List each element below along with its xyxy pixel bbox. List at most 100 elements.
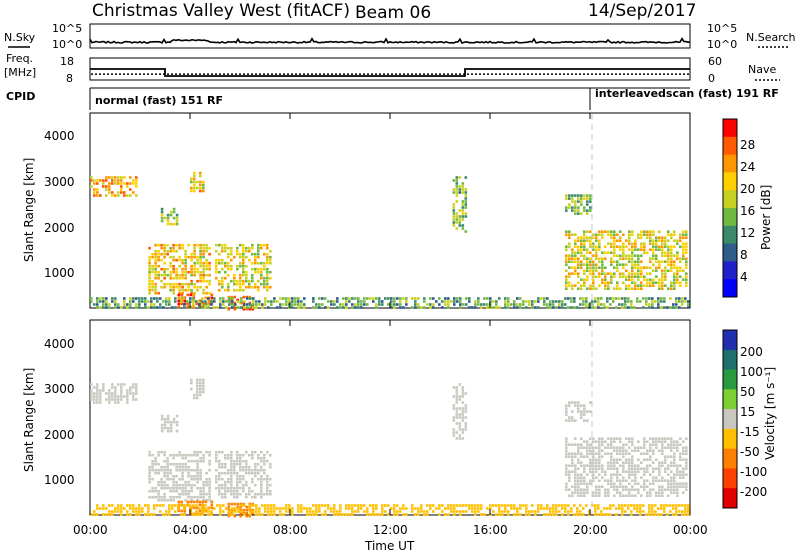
scatter-cell xyxy=(583,254,586,257)
scatter-cell xyxy=(239,486,242,490)
scatter-cell xyxy=(242,252,245,256)
scatter-cell xyxy=(622,461,625,464)
scatter-cell xyxy=(202,243,205,247)
scatter-cell xyxy=(598,245,601,248)
scatter-cell xyxy=(154,471,157,475)
scatter-cell xyxy=(649,284,652,287)
scatter-cell xyxy=(242,243,245,247)
scatter-cell xyxy=(288,297,291,300)
scatter-cell xyxy=(239,453,242,457)
scatter-cell xyxy=(664,272,667,275)
scatter-cell xyxy=(462,510,465,513)
scatter-cell xyxy=(676,281,679,284)
scatter-cell xyxy=(148,495,151,499)
scatter-cell xyxy=(565,467,568,470)
scatter-cell xyxy=(640,248,643,251)
scatter-cell xyxy=(199,486,202,490)
scatter-cell xyxy=(610,263,613,266)
scatter-cell xyxy=(679,470,682,473)
scatter-cell xyxy=(595,233,598,236)
scatter-cell xyxy=(664,251,667,254)
scatter-cell xyxy=(242,270,245,274)
scatter-cell xyxy=(129,392,132,395)
scatter-cell xyxy=(458,425,462,428)
scatter-cell xyxy=(619,275,622,278)
freq-tick-bottom: 8 xyxy=(66,72,73,85)
scatter-cell xyxy=(153,507,156,510)
scatter-cell xyxy=(465,504,468,507)
scatter-cell xyxy=(201,513,204,516)
scatter-cell xyxy=(196,450,199,454)
scatter-cell xyxy=(230,246,233,250)
scatter-cell xyxy=(619,482,622,485)
scatter-cell xyxy=(568,266,571,269)
scatter-cell xyxy=(160,213,164,217)
scatter-cell xyxy=(583,446,586,449)
scatter-cell xyxy=(586,287,589,290)
scatter-cell xyxy=(595,491,598,494)
scatter-cell xyxy=(634,263,637,266)
scatter-cell xyxy=(580,284,583,287)
scatter-cell xyxy=(601,464,604,467)
scatter-cell xyxy=(480,513,483,516)
scatter-cell xyxy=(172,456,175,460)
scatter-cell xyxy=(190,489,193,493)
scatter-cell xyxy=(236,502,240,506)
scatter-cell xyxy=(237,300,240,303)
scatter-cell xyxy=(583,284,586,287)
scatter-cell xyxy=(257,255,260,259)
scatter-cell xyxy=(673,284,676,287)
scatter-cell xyxy=(552,504,555,507)
scatter-cell xyxy=(583,410,586,413)
scatter-cell xyxy=(190,189,193,193)
scatter-cell xyxy=(172,264,175,268)
scatter-cell xyxy=(610,446,613,449)
scatter-cell xyxy=(269,270,272,274)
scatter-cell xyxy=(366,510,369,513)
scatter-cell xyxy=(603,507,606,510)
scatter-cell xyxy=(634,254,637,257)
scatter-cell xyxy=(202,489,205,493)
scatter-cell xyxy=(175,213,179,217)
scatter-cell xyxy=(233,508,237,512)
scatter-cell xyxy=(676,278,679,281)
scatter-cell xyxy=(266,270,269,274)
scatter-cell xyxy=(202,255,205,259)
scatter-cell xyxy=(652,284,655,287)
scatter-cell xyxy=(646,251,649,254)
scatter-cell xyxy=(640,476,643,479)
scatter-cell xyxy=(132,510,135,513)
nave-tick-top: 60 xyxy=(708,55,722,68)
scatter-cell xyxy=(144,297,147,300)
scatter-cell xyxy=(670,284,673,287)
scatter-cell xyxy=(236,453,239,457)
scatter-cell xyxy=(172,498,175,502)
scatter-cell xyxy=(254,474,257,478)
scatter-cell xyxy=(598,455,601,458)
scatter-cell xyxy=(598,266,601,269)
scatter-cell xyxy=(351,303,354,306)
scatter-cell xyxy=(455,398,459,401)
scatter-cell xyxy=(132,191,135,194)
scatter-cell xyxy=(151,486,154,490)
scatter-cell xyxy=(513,513,516,516)
scatter-cell xyxy=(168,504,171,507)
scatter-cell xyxy=(239,505,243,509)
scatter-cell xyxy=(154,291,157,295)
scatter-cell xyxy=(147,300,150,303)
scatter-cell xyxy=(202,189,205,193)
scatter-cell xyxy=(354,303,357,306)
beam-title: Beam 06 xyxy=(355,3,431,23)
scatter-cell xyxy=(568,230,571,233)
scatter-cell xyxy=(257,492,260,496)
scatter-cell xyxy=(651,300,654,303)
scatter-cell xyxy=(571,287,574,290)
scatter-cell xyxy=(610,473,613,476)
scatter-cell xyxy=(175,216,179,220)
scatter-cell xyxy=(193,450,196,454)
scatter-cell xyxy=(622,464,625,467)
scatter-cell xyxy=(534,513,537,516)
frequency-trace xyxy=(90,68,690,77)
scatter-cell xyxy=(93,182,96,185)
scatter-cell xyxy=(540,297,543,300)
